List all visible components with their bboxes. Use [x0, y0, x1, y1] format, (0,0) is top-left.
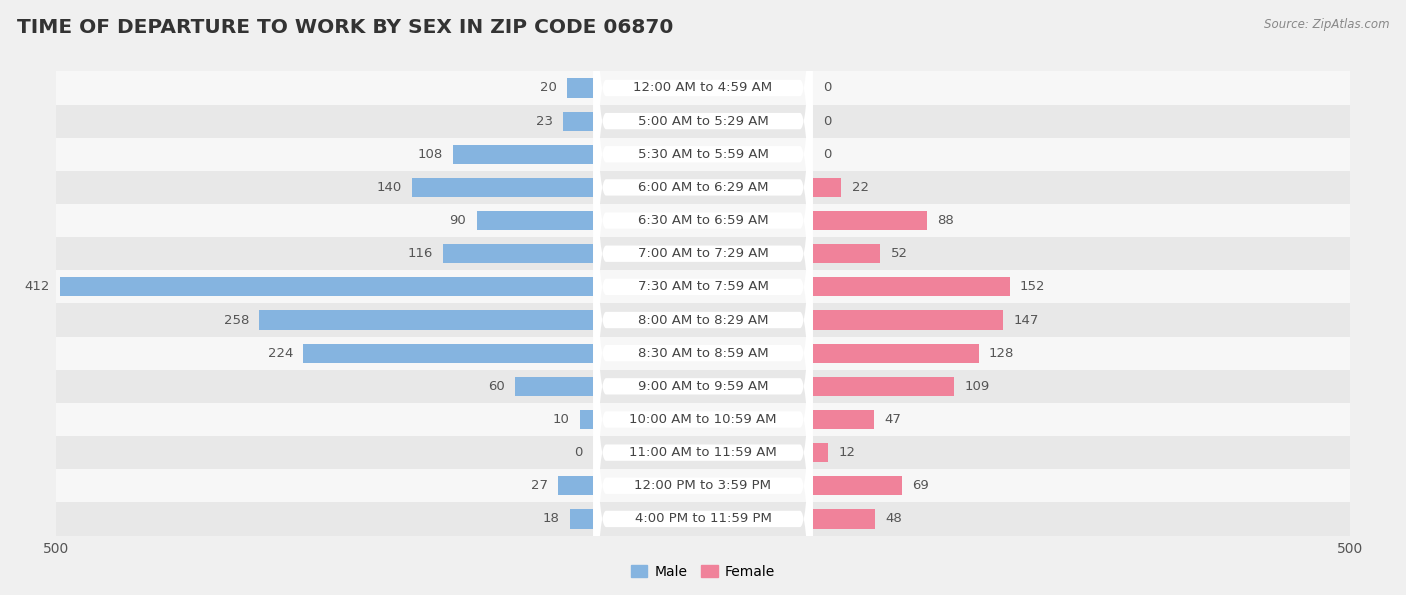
Bar	[569, 509, 593, 528]
Bar	[567, 79, 593, 98]
Text: 60: 60	[488, 380, 505, 393]
Text: 47: 47	[884, 413, 901, 426]
Text: 8:00 AM to 8:29 AM: 8:00 AM to 8:29 AM	[638, 314, 768, 327]
Bar	[259, 311, 593, 330]
Text: 108: 108	[418, 148, 443, 161]
Text: 12: 12	[839, 446, 856, 459]
FancyBboxPatch shape	[593, 0, 813, 595]
Legend: Male, Female: Male, Female	[626, 559, 780, 584]
Bar	[56, 204, 1350, 237]
Bar	[813, 476, 903, 496]
Text: 0: 0	[824, 148, 832, 161]
Bar	[813, 509, 875, 528]
FancyBboxPatch shape	[593, 0, 813, 478]
Bar	[56, 105, 1350, 137]
Text: 7:30 AM to 7:59 AM: 7:30 AM to 7:59 AM	[637, 280, 769, 293]
Bar	[56, 171, 1350, 204]
Text: 258: 258	[224, 314, 249, 327]
Bar	[56, 436, 1350, 469]
FancyBboxPatch shape	[593, 96, 813, 595]
Bar	[477, 211, 593, 230]
Bar	[813, 443, 828, 462]
Text: 27: 27	[531, 480, 548, 492]
Bar	[56, 469, 1350, 502]
Text: TIME OF DEPARTURE TO WORK BY SEX IN ZIP CODE 06870: TIME OF DEPARTURE TO WORK BY SEX IN ZIP …	[17, 18, 673, 37]
Text: 11:00 AM to 11:59 AM: 11:00 AM to 11:59 AM	[628, 446, 778, 459]
FancyBboxPatch shape	[593, 0, 813, 544]
Text: 109: 109	[965, 380, 990, 393]
Text: 9:00 AM to 9:59 AM: 9:00 AM to 9:59 AM	[638, 380, 768, 393]
Text: 224: 224	[267, 347, 292, 359]
Text: 18: 18	[543, 512, 560, 525]
FancyBboxPatch shape	[593, 0, 813, 411]
Bar	[813, 377, 953, 396]
Text: 152: 152	[1019, 280, 1046, 293]
Text: 12:00 AM to 4:59 AM: 12:00 AM to 4:59 AM	[634, 82, 772, 95]
Bar	[453, 145, 593, 164]
Text: 116: 116	[408, 248, 433, 260]
Bar	[56, 502, 1350, 536]
Text: 10: 10	[553, 413, 569, 426]
Bar	[813, 178, 841, 197]
Text: 69: 69	[912, 480, 929, 492]
Text: 52: 52	[890, 248, 907, 260]
Text: 12:00 PM to 3:59 PM: 12:00 PM to 3:59 PM	[634, 480, 772, 492]
FancyBboxPatch shape	[593, 196, 813, 595]
Text: 20: 20	[540, 82, 557, 95]
FancyBboxPatch shape	[593, 0, 813, 577]
Text: 0: 0	[824, 82, 832, 95]
Bar	[813, 211, 927, 230]
FancyBboxPatch shape	[593, 0, 813, 444]
Bar	[56, 237, 1350, 270]
Text: 0: 0	[574, 446, 582, 459]
Text: 6:30 AM to 6:59 AM: 6:30 AM to 6:59 AM	[638, 214, 768, 227]
Bar	[56, 71, 1350, 105]
Text: 412: 412	[24, 280, 49, 293]
FancyBboxPatch shape	[593, 63, 813, 595]
Text: 8:30 AM to 8:59 AM: 8:30 AM to 8:59 AM	[638, 347, 768, 359]
Text: 147: 147	[1014, 314, 1039, 327]
Bar	[412, 178, 593, 197]
Bar	[558, 476, 593, 496]
Bar	[813, 343, 979, 363]
Text: 23: 23	[536, 115, 553, 127]
Bar	[443, 244, 593, 264]
Bar	[516, 377, 593, 396]
Bar	[60, 277, 593, 296]
Text: 10:00 AM to 10:59 AM: 10:00 AM to 10:59 AM	[630, 413, 776, 426]
FancyBboxPatch shape	[593, 30, 813, 595]
Text: 90: 90	[450, 214, 467, 227]
Bar	[56, 137, 1350, 171]
Bar	[564, 111, 593, 131]
Text: 4:00 PM to 11:59 PM: 4:00 PM to 11:59 PM	[634, 512, 772, 525]
Text: 5:00 AM to 5:29 AM: 5:00 AM to 5:29 AM	[638, 115, 768, 127]
Text: 0: 0	[824, 115, 832, 127]
FancyBboxPatch shape	[593, 0, 813, 595]
Bar	[56, 337, 1350, 369]
Bar	[56, 303, 1350, 337]
Bar	[56, 369, 1350, 403]
Bar	[813, 244, 880, 264]
Bar	[581, 410, 593, 429]
Bar	[813, 410, 873, 429]
Bar	[56, 403, 1350, 436]
Bar	[304, 343, 593, 363]
Bar	[813, 277, 1010, 296]
Text: 128: 128	[988, 347, 1014, 359]
Text: 22: 22	[852, 181, 869, 194]
Bar	[813, 311, 1002, 330]
Bar	[56, 270, 1350, 303]
FancyBboxPatch shape	[593, 0, 813, 511]
Text: 140: 140	[377, 181, 402, 194]
Text: 5:30 AM to 5:59 AM: 5:30 AM to 5:59 AM	[637, 148, 769, 161]
Text: Source: ZipAtlas.com: Source: ZipAtlas.com	[1264, 18, 1389, 31]
Text: 48: 48	[886, 512, 903, 525]
Text: 7:00 AM to 7:29 AM: 7:00 AM to 7:29 AM	[638, 248, 768, 260]
FancyBboxPatch shape	[593, 162, 813, 595]
Text: 88: 88	[938, 214, 953, 227]
FancyBboxPatch shape	[593, 129, 813, 595]
Text: 6:00 AM to 6:29 AM: 6:00 AM to 6:29 AM	[638, 181, 768, 194]
